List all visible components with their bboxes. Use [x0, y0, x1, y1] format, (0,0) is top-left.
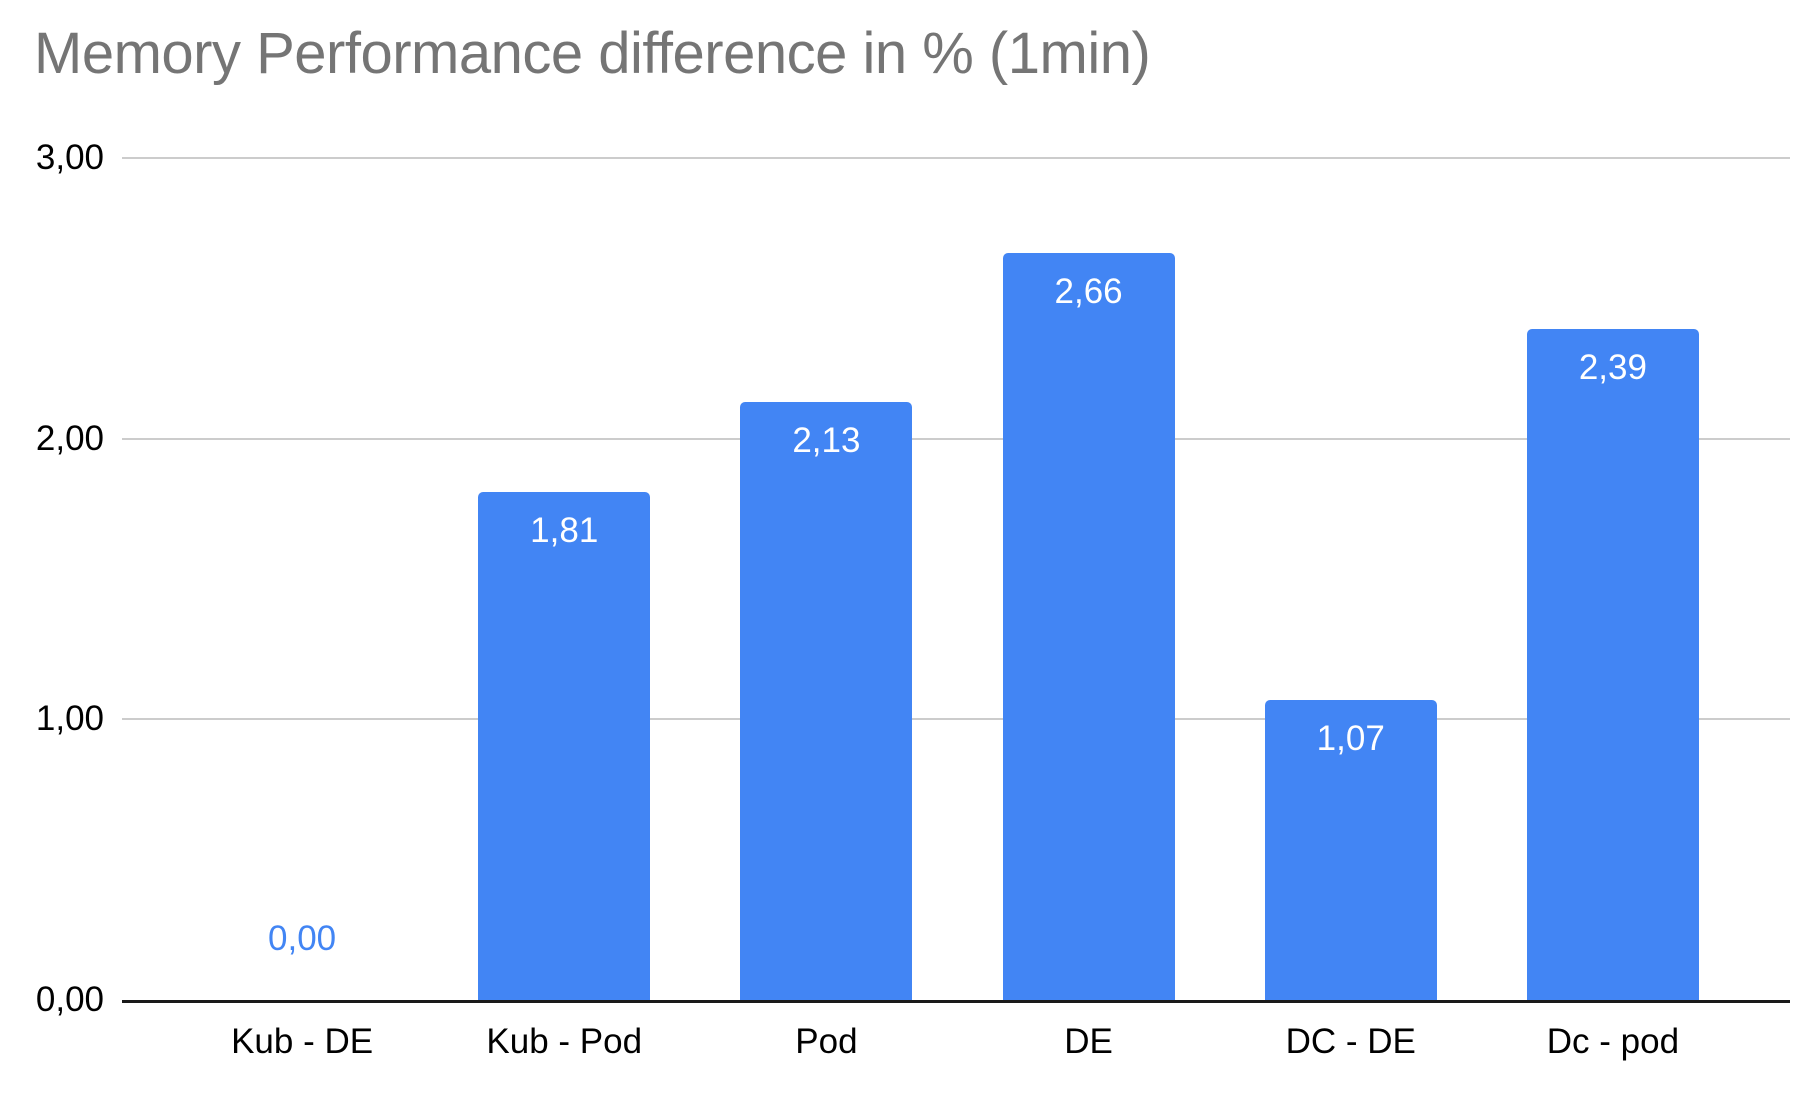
x-axis-category-label: Kub - Pod — [486, 1022, 643, 1061]
y-gridline — [122, 718, 1790, 721]
bar-value-label: 2,13 — [792, 421, 861, 461]
y-axis-tick-label: 0,00 — [35, 980, 104, 1019]
bar — [740, 402, 913, 1000]
bar — [1002, 253, 1175, 1000]
x-axis-category-label: Pod — [795, 1022, 858, 1061]
chart-title: Memory Performance difference in % (1min… — [34, 21, 1151, 86]
bar-value-label: 2,39 — [1578, 348, 1647, 388]
bar — [1264, 699, 1437, 1000]
x-axis-category-label: Kub - DE — [231, 1022, 374, 1061]
bar-value-label: 2,66 — [1054, 272, 1123, 312]
y-gridline — [122, 157, 1790, 159]
bar-value-label: 0,00 — [268, 919, 337, 958]
bar — [478, 491, 651, 1000]
x-axis-category-label: DE — [1064, 1022, 1113, 1061]
y-axis-tick-label: 1,00 — [35, 699, 104, 739]
y-axis-tick-label: 3,00 — [35, 138, 104, 177]
x-axis-category-label: Dc - pod — [1546, 1022, 1680, 1061]
x-axis-category-label: DC - DE — [1285, 1022, 1416, 1061]
x-axis-line — [122, 1000, 1790, 1003]
bar — [1526, 329, 1699, 1000]
bar-value-label: 1,07 — [1316, 718, 1385, 758]
y-gridline — [122, 437, 1790, 440]
y-axis-tick-label: 2,00 — [35, 418, 104, 458]
bar-value-label: 1,81 — [530, 510, 599, 550]
